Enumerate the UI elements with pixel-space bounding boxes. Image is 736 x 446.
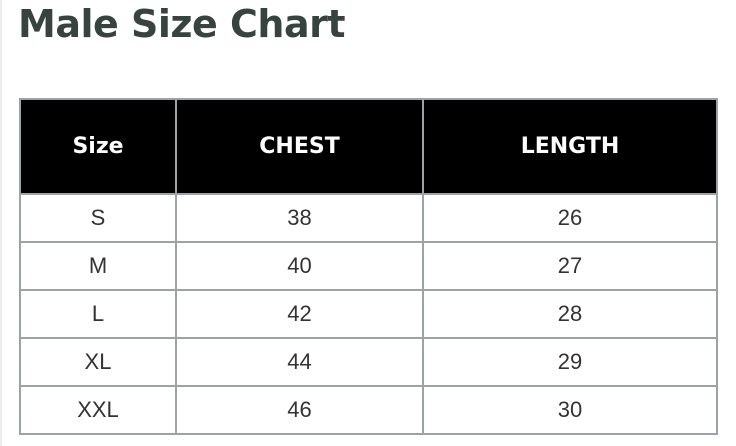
table-row: S 38 26 xyxy=(19,193,718,243)
header-size: Size xyxy=(19,98,177,195)
table-row: XL 44 29 xyxy=(19,337,718,387)
table-row: L 42 28 xyxy=(19,289,718,339)
size-cell: XXL xyxy=(19,385,177,435)
length-cell: 30 xyxy=(422,385,718,435)
length-cell: 29 xyxy=(422,337,718,387)
size-cell: XL xyxy=(19,337,177,387)
size-cell: L xyxy=(19,289,177,339)
size-cell: S xyxy=(19,193,177,243)
table-header-row: Size CHEST LENGTH xyxy=(19,98,718,195)
chest-cell: 44 xyxy=(175,337,424,387)
size-chart-table: Size CHEST LENGTH S 38 26 M 40 27 L 42 28 XL 44 29 X… xyxy=(19,98,718,435)
header-chest: CHEST xyxy=(175,98,424,195)
header-length: LENGTH xyxy=(422,98,718,195)
chest-cell: 42 xyxy=(175,289,424,339)
size-cell: M xyxy=(19,241,177,291)
chest-cell: 38 xyxy=(175,193,424,243)
table-row: XXL 46 30 xyxy=(19,385,718,435)
length-cell: 26 xyxy=(422,193,718,243)
chest-cell: 40 xyxy=(175,241,424,291)
table-row: M 40 27 xyxy=(19,241,718,291)
length-cell: 28 xyxy=(422,289,718,339)
chest-cell: 46 xyxy=(175,385,424,435)
page-title: Male Size Chart xyxy=(18,2,346,46)
length-cell: 27 xyxy=(422,241,718,291)
